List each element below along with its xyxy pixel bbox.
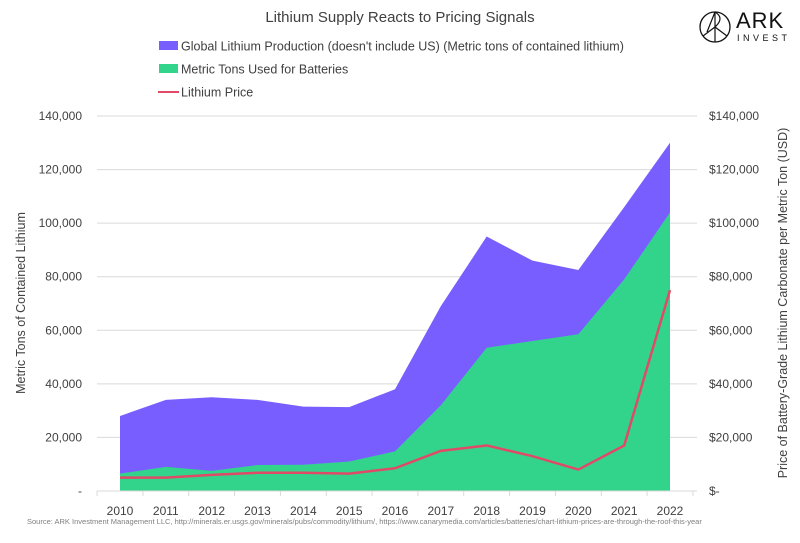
legend: Global Lithium Production (doesn't inclu…: [158, 40, 624, 100]
y2-axis-title: Price of Battery-Grade Lithium Carbonate…: [776, 128, 790, 479]
x-axis: 2010 2011 2012 2013 2014 2015 2016 2017 2018 2019…: [96, 490, 697, 518]
legend-swatch: [159, 64, 178, 73]
y2-tick-label: $-: [709, 484, 720, 498]
legend-label: Metric Tons Used for Batteries: [181, 63, 348, 77]
source-note: Source: ARK Investment Management LLC, h…: [27, 517, 702, 526]
x-tick-label: 2010: [107, 504, 134, 518]
legend-label: Global Lithium Production (doesn't inclu…: [181, 40, 624, 54]
x-tick-label: 2011: [153, 504, 179, 518]
y-tick-label: 60,000: [45, 323, 82, 337]
brand-name: ARK: [736, 8, 785, 33]
chart-title: Lithium Supply Reacts to Pricing Signals: [265, 9, 534, 26]
x-tick-label: 2022: [657, 504, 684, 518]
x-tick-label: 2019: [519, 504, 546, 518]
y2-tick-label: $60,000: [709, 323, 753, 337]
x-tick-label: 2021: [611, 504, 638, 518]
x-tick-label: 2016: [382, 504, 409, 518]
x-tick-label: 2017: [427, 504, 454, 518]
area-series-1: [120, 212, 670, 491]
ark-logo-icon: [699, 11, 731, 43]
x-tick-label: 2012: [198, 504, 225, 518]
y-tick-label: 120,000: [39, 163, 83, 177]
x-tick-label: 2018: [473, 504, 500, 518]
y-tick-label: 40,000: [45, 377, 82, 391]
y-tick-label: 20,000: [45, 430, 82, 444]
y-axis-left: - 20,000 40,000 60,000 80,000 100,000 120,000 1…: [39, 109, 83, 498]
legend-label: Lithium Price: [181, 86, 253, 100]
y2-tick-label: $20,000: [709, 430, 753, 444]
x-tick-label: 2013: [244, 504, 271, 518]
x-tick-label: 2014: [290, 504, 317, 518]
y2-tick-label: $80,000: [709, 270, 753, 284]
y-tick-label: -: [78, 484, 82, 498]
y-tick-label: 80,000: [45, 270, 82, 284]
ark-invest-logo: ARK INVEST: [698, 8, 798, 48]
plot-lines: [120, 289, 672, 479]
x-tick-label: 2015: [336, 504, 363, 518]
brand-sub: INVEST: [737, 33, 791, 43]
y-axis-title: Metric Tons of Contained Lithium: [14, 212, 28, 394]
y2-tick-label: $100,000: [709, 216, 759, 230]
legend-swatch: [159, 41, 178, 50]
plot-areas: [120, 142, 670, 492]
x-tick-label: 2020: [565, 504, 592, 518]
y2-tick-label: $40,000: [709, 377, 753, 391]
y-tick-label: 140,000: [39, 109, 83, 123]
y-axis-right: $- $20,000 $40,000 $60,000 $80,000 $100,000 $1…: [709, 109, 759, 498]
y2-tick-label: $140,000: [709, 109, 759, 123]
y2-tick-label: $120,000: [709, 163, 759, 177]
y-tick-label: 100,000: [39, 216, 83, 230]
line-series-price: [120, 289, 672, 479]
